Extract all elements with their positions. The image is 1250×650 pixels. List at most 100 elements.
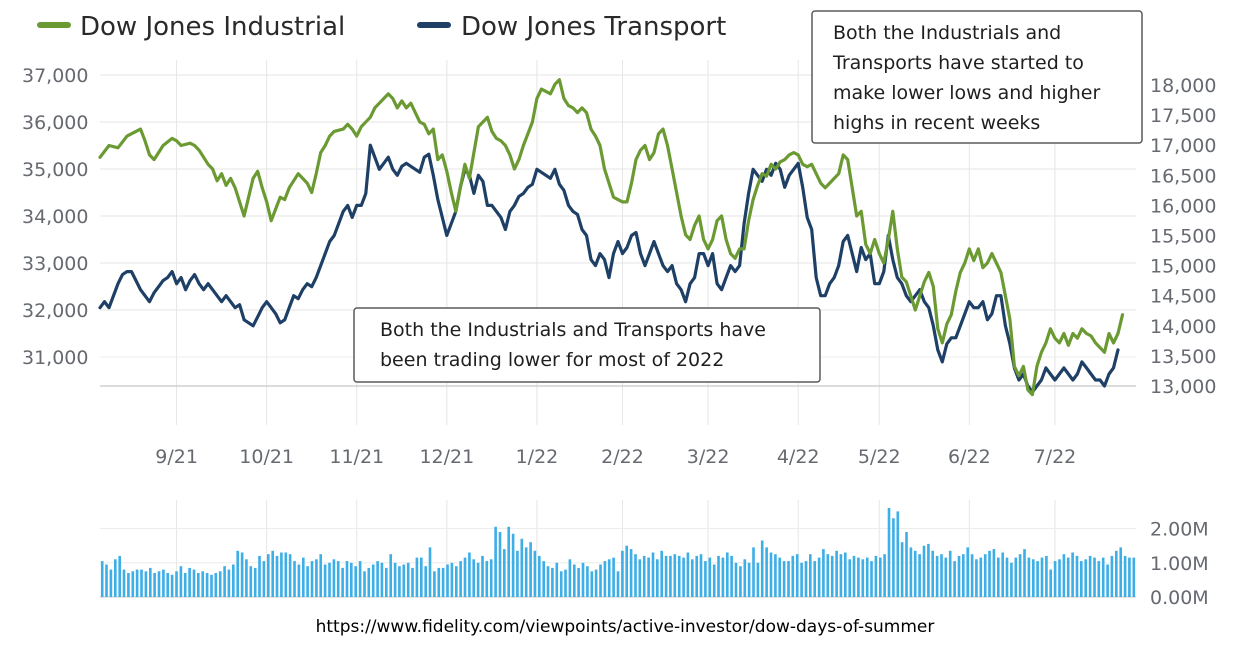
x-tick-label: 11/21: [329, 446, 384, 468]
right-tick-label: 17,500: [1150, 105, 1216, 127]
volume-bar: [376, 561, 379, 597]
volume-bar: [389, 554, 393, 597]
volume-bar: [852, 555, 856, 597]
volume-bar: [350, 562, 353, 597]
volume-bar: [398, 566, 401, 597]
annotation-line: highs in recent weeks: [833, 112, 1040, 134]
volume-bar: [730, 555, 733, 597]
volume-bar: [529, 542, 532, 597]
volume-bar: [992, 549, 996, 597]
volume-bar: [293, 561, 296, 597]
volume-bar: [616, 571, 620, 597]
volume-bar: [905, 532, 908, 597]
volume-bar: [953, 561, 956, 597]
volume-bar: [577, 567, 580, 597]
volume-bar: [717, 555, 720, 597]
right-tick-label: 15,500: [1150, 226, 1216, 248]
volume-bar: [647, 557, 650, 597]
volume-bar: [1115, 550, 1118, 597]
x-tick-label: 5/22: [858, 446, 901, 468]
right-tick-label: 16,500: [1150, 165, 1216, 187]
left-axis: 31,000 32,000 33,000 34,000 35,000 36,000 37,0…: [22, 65, 88, 369]
volume-bar: [844, 552, 847, 597]
volume-bar: [979, 557, 983, 597]
volume-bar: [787, 561, 790, 597]
volume-bar: [1010, 562, 1013, 597]
volume-bar: [800, 562, 803, 597]
volume-bar: [865, 557, 869, 597]
right-tick-label: 13,500: [1150, 346, 1216, 368]
volume-bar: [970, 554, 974, 597]
volume-bar: [1093, 557, 1096, 597]
x-tick-label: 7/22: [1034, 446, 1077, 468]
volume-bar: [830, 555, 834, 597]
x-tick-label: 9/21: [155, 446, 198, 468]
volume-bar: [1053, 561, 1057, 597]
annotation-box: [811, 10, 1143, 144]
volume-bar: [625, 545, 629, 597]
volume-bar: [909, 547, 913, 597]
volume-bar: [332, 559, 336, 597]
volume-bar: [533, 550, 537, 597]
volume-bar: [310, 561, 314, 597]
volume-bar: [621, 550, 624, 597]
volume-bar: [1045, 555, 1048, 597]
volume-bar: [437, 567, 441, 597]
volume-bar: [284, 552, 288, 597]
volume-bar: [673, 554, 677, 597]
volume-bar: [406, 562, 410, 597]
volume-bar: [559, 571, 563, 597]
volume-bar: [218, 571, 222, 597]
volume-bar: [476, 562, 480, 597]
volume-bar: [341, 567, 344, 597]
volume-bar: [503, 549, 506, 597]
volume-bar: [210, 574, 213, 598]
x-axis: 9/21 10/21 11/21 12/21 1/22 2/22 3/22 4/22 5/22 6…: [155, 446, 1076, 468]
volume-bar: [669, 555, 672, 597]
volume-bar: [280, 552, 283, 597]
volume-bar: [485, 561, 489, 597]
volume-bar: [166, 573, 170, 597]
annotation-line: been trading lower for most of 2022: [380, 349, 724, 371]
volume-bar: [546, 566, 550, 597]
volume-bar: [393, 562, 397, 597]
volume-bar: [302, 557, 305, 597]
volume-bar: [455, 566, 458, 597]
volume-bar: [699, 554, 703, 597]
volume-bar: [472, 559, 476, 597]
volume-bar: [791, 555, 795, 597]
volume-bar: [861, 559, 865, 597]
legend-label-industrial[interactable]: Dow Jones Industrial: [80, 12, 345, 42]
volume-bar: [144, 571, 148, 597]
volume-bar: [1066, 557, 1070, 597]
left-tick-label: 33,000: [22, 253, 88, 275]
legend[interactable]: Dow Jones Industrial Dow Jones Transport: [37, 12, 726, 42]
volume-bar: [179, 566, 183, 597]
volume-bar: [433, 571, 436, 597]
legend-label-transport[interactable]: Dow Jones Transport: [461, 12, 726, 42]
volume-bar: [516, 550, 519, 597]
volume-bar: [1023, 549, 1026, 597]
volume-bar: [463, 557, 467, 597]
volume-bar: [1101, 557, 1105, 597]
volume-bar: [494, 526, 497, 597]
volume-bar: [1040, 557, 1044, 597]
volume-bar: [306, 566, 309, 597]
volume-bar: [336, 561, 340, 597]
volume-bar: [651, 552, 655, 597]
left-tick-label: 35,000: [22, 159, 88, 181]
volume-bar: [922, 545, 926, 597]
volume-bar: [760, 540, 764, 597]
volume-bar: [481, 555, 484, 597]
volume-bar: [188, 567, 191, 597]
volume-bar: [131, 571, 135, 597]
volume-bar: [450, 562, 454, 597]
volume-bar: [1005, 557, 1009, 597]
volume-bar: [1084, 559, 1088, 597]
volume-bar: [809, 554, 812, 597]
volume-bar: [315, 559, 318, 597]
volume-bar: [520, 538, 524, 597]
volume-bar: [363, 571, 366, 597]
volume-bar: [157, 571, 161, 597]
source-url[interactable]: https://www.fidelity.com/viewpoints/acti…: [316, 617, 935, 637]
